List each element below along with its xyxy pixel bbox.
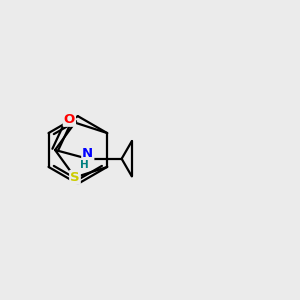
Text: H: H	[80, 160, 88, 170]
Text: N: N	[82, 147, 93, 160]
Text: S: S	[70, 171, 80, 184]
Text: O: O	[64, 113, 75, 126]
